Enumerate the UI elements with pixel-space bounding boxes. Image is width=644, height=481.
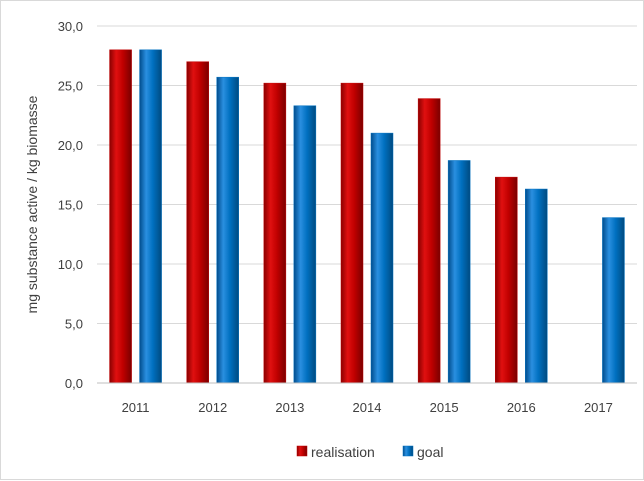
bar-goal-2014 — [370, 132, 394, 384]
gridlines — [97, 25, 637, 324]
bar-realisation-2012 — [186, 61, 209, 384]
bar-realisation-2016 — [495, 176, 518, 384]
bar-realisation-2014 — [340, 82, 364, 384]
bars — [109, 49, 625, 384]
bar-realisation-2011 — [109, 49, 132, 384]
bar-goal-2013 — [293, 105, 317, 384]
y-tick-label: 15,0 — [58, 198, 83, 213]
x-tick-label: 2011 — [122, 400, 150, 415]
y-tick-label: 25,0 — [58, 79, 83, 94]
bar-goal-2012 — [216, 76, 239, 384]
y-axis-label: mg substance active / kg biomasse — [24, 95, 40, 313]
legend-swatch-goal — [402, 445, 414, 457]
legend-label-realisation: realisation — [311, 444, 375, 460]
x-tick-label: 2017 — [584, 400, 613, 415]
bar-goal-2016 — [525, 188, 548, 384]
legend: realisation goal — [296, 444, 443, 460]
y-axis-ticks: 0,0 5,0 10,0 15,0 20,0 25,0 30,0 — [58, 19, 83, 391]
y-tick-label: 0,0 — [65, 376, 83, 391]
x-tick-label: 2014 — [353, 400, 382, 415]
bar-realisation-2013 — [263, 82, 287, 384]
bar-realisation-2015 — [417, 98, 441, 384]
y-tick-label: 10,0 — [58, 257, 83, 272]
x-tick-label: 2016 — [507, 400, 536, 415]
x-tick-label: 2015 — [430, 400, 459, 415]
legend-label-goal: goal — [417, 444, 443, 460]
legend-swatch-realisation — [296, 445, 308, 457]
y-tick-label: 20,0 — [58, 138, 83, 153]
y-tick-label: 5,0 — [65, 317, 83, 332]
y-tick-label: 30,0 — [58, 19, 83, 34]
bar-goal-2017 — [602, 217, 625, 384]
x-tick-label: 2013 — [275, 400, 304, 415]
x-tick-label: 2012 — [198, 400, 227, 415]
bar-goal-2011 — [139, 49, 162, 384]
bar-goal-2015 — [447, 160, 471, 384]
x-axis-ticks: 2011 2012 2013 2014 2015 2016 2017 — [122, 400, 613, 415]
